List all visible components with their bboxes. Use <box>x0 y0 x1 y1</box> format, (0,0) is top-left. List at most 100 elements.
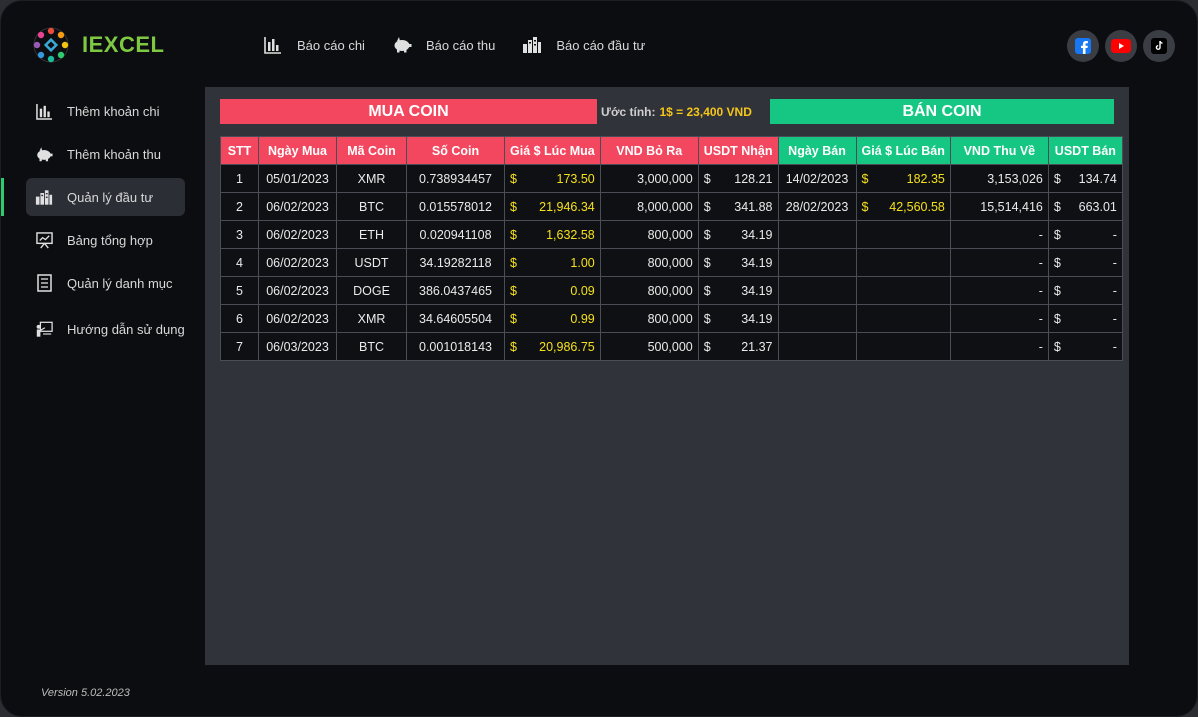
cell-stt[interactable]: 6 <box>220 304 259 333</box>
cell-amount[interactable]: 0.738934457 <box>406 164 505 193</box>
table-row[interactable]: 3 06/02/2023 ETH 0.020941108 $1,632.58 800,00… <box>220 220 1123 249</box>
cell-buy-date[interactable]: 06/02/2023 <box>258 276 337 305</box>
table-row[interactable]: 4 06/02/2023 USDT 34.19282118 $1.00 800,000 $3… <box>220 248 1123 277</box>
cell-vnd-in[interactable]: - <box>949 248 1049 277</box>
cell-sell-date[interactable]: 14/02/2023 <box>777 164 857 193</box>
cell-amount[interactable]: 0.020941108 <box>406 220 505 249</box>
cell-vnd-out[interactable]: 800,000 <box>599 248 699 277</box>
cell-coin[interactable]: BTC <box>336 332 407 361</box>
cell-stt[interactable]: 2 <box>220 192 259 221</box>
cell-amount[interactable]: 34.64605504 <box>406 304 505 333</box>
cell-usdt-in[interactable]: $34.19 <box>697 304 779 333</box>
youtube-button[interactable] <box>1105 30 1137 62</box>
cell-usdt-out[interactable]: $ - <box>1047 332 1123 361</box>
table-row[interactable]: 7 06/03/2023 BTC 0.001018143 $20,986.75 500,0… <box>220 332 1123 361</box>
cell-amount[interactable]: 34.19282118 <box>406 248 505 277</box>
sidebar-item-them-khoan-thu[interactable]: Thêm khoản thu <box>26 135 185 173</box>
table-row[interactable]: 2 06/02/2023 BTC 0.015578012 $21,946.34 8,000… <box>220 192 1123 221</box>
table-row[interactable]: 6 06/02/2023 XMR 34.64605504 $0.99 800,000 $34… <box>220 304 1123 333</box>
cell-sell-price[interactable] <box>855 248 951 277</box>
cell-buy-price[interactable]: $0.99 <box>504 304 601 333</box>
usdt-in-value: 34.19 <box>741 311 773 326</box>
cell-usdt-out[interactable]: $663.01 <box>1047 192 1123 221</box>
topnav-bao-cao-chi[interactable]: Báo cáo chi <box>263 35 365 55</box>
usdt-out-value: - <box>1112 339 1117 354</box>
cell-vnd-out[interactable]: 500,000 <box>599 332 699 361</box>
cell-stt[interactable]: 7 <box>220 332 259 361</box>
cell-coin[interactable]: DOGE <box>336 276 407 305</box>
cell-sell-date[interactable]: 28/02/2023 <box>777 192 857 221</box>
cell-buy-date[interactable]: 06/02/2023 <box>258 192 337 221</box>
cell-vnd-out[interactable]: 3,000,000 <box>599 164 699 193</box>
cell-sell-date[interactable] <box>777 276 857 305</box>
tiktok-button[interactable] <box>1143 30 1175 62</box>
cell-vnd-in[interactable]: 15,514,416 <box>949 192 1049 221</box>
topnav-bao-cao-dau-tu[interactable]: Báo cáo đầu tư <box>522 35 645 55</box>
cell-vnd-in[interactable]: 3,153,026 <box>949 164 1049 193</box>
cell-usdt-out[interactable]: $ - <box>1047 276 1123 305</box>
sidebar-item-quan-ly-danh-muc[interactable]: Quản lý danh mục <box>26 264 185 302</box>
cell-vnd-out[interactable]: 800,000 <box>599 276 699 305</box>
cell-vnd-in[interactable]: - <box>949 276 1049 305</box>
cell-usdt-out[interactable]: $ - <box>1047 248 1123 277</box>
cell-stt[interactable]: 4 <box>220 248 259 277</box>
facebook-button[interactable] <box>1067 30 1099 62</box>
cell-sell-date[interactable] <box>777 332 857 361</box>
cell-buy-date[interactable]: 05/01/2023 <box>258 164 337 193</box>
cell-sell-date[interactable] <box>777 220 857 249</box>
cell-amount[interactable]: 386.0437465 <box>406 276 505 305</box>
cell-usdt-in[interactable]: $34.19 <box>697 220 779 249</box>
cell-usdt-in[interactable]: $34.19 <box>697 248 779 277</box>
cell-buy-date[interactable]: 06/02/2023 <box>258 248 337 277</box>
sidebar-item-them-khoan-chi[interactable]: Thêm khoản chi <box>26 92 185 130</box>
cell-sell-price[interactable] <box>855 276 951 305</box>
cell-vnd-in[interactable]: - <box>949 304 1049 333</box>
cell-coin[interactable]: USDT <box>336 248 407 277</box>
cell-buy-price[interactable]: $173.50 <box>504 164 601 193</box>
cell-buy-price[interactable]: $21,946.34 <box>504 192 601 221</box>
cell-buy-date[interactable]: 06/02/2023 <box>258 304 337 333</box>
cell-sell-date[interactable] <box>777 304 857 333</box>
cell-buy-date[interactable]: 06/03/2023 <box>258 332 337 361</box>
cell-sell-price[interactable]: $42,560.58 <box>855 192 951 221</box>
cell-buy-price[interactable]: $20,986.75 <box>504 332 601 361</box>
sidebar-item-huong-dan-su-dung[interactable]: Hướng dẫn sử dụng <box>26 310 185 348</box>
cell-amount[interactable]: 0.015578012 <box>406 192 505 221</box>
cell-usdt-in[interactable]: $341.88 <box>697 192 779 221</box>
cell-buy-price[interactable]: $0.09 <box>504 276 601 305</box>
cell-usdt-out[interactable]: $ - <box>1047 220 1123 249</box>
cell-vnd-out[interactable]: 800,000 <box>599 220 699 249</box>
cell-stt[interactable]: 3 <box>220 220 259 249</box>
cell-coin[interactable]: BTC <box>336 192 407 221</box>
cell-stt[interactable]: 1 <box>220 164 259 193</box>
cell-usdt-in[interactable]: $128.21 <box>697 164 779 193</box>
sidebar-item-quan-ly-dau-tu[interactable]: Quản lý đầu tư <box>1 178 185 216</box>
cell-vnd-out[interactable]: 8,000,000 <box>599 192 699 221</box>
table-row[interactable]: 1 05/01/2023 XMR 0.738934457 $173.50 3,000,00… <box>220 164 1123 193</box>
cell-sell-price[interactable] <box>855 332 951 361</box>
cell-usdt-out[interactable]: $ - <box>1047 304 1123 333</box>
table-row[interactable]: 5 06/02/2023 DOGE 386.0437465 $0.09 800,000 $3… <box>220 276 1123 305</box>
cell-vnd-in[interactable]: - <box>949 220 1049 249</box>
cell-buy-price[interactable]: $1.00 <box>504 248 601 277</box>
sidebar-item-bang-tong-hop[interactable]: Bảng tổng hợp <box>26 221 185 259</box>
cell-usdt-out[interactable]: $134.74 <box>1047 164 1123 193</box>
cell-usdt-in[interactable]: $34.19 <box>697 276 779 305</box>
cell-vnd-in[interactable]: - <box>949 332 1049 361</box>
cell-stt[interactable]: 5 <box>220 276 259 305</box>
cell-sell-date[interactable] <box>777 248 857 277</box>
cell-sell-price[interactable]: $182.35 <box>855 164 951 193</box>
cell-vnd-out[interactable]: 800,000 <box>599 304 699 333</box>
cell-usdt-in[interactable]: $21.37 <box>697 332 779 361</box>
cell-buy-price[interactable]: $1,632.58 <box>504 220 601 249</box>
cell-buy-date[interactable]: 06/02/2023 <box>258 220 337 249</box>
topnav-bao-cao-thu[interactable]: Báo cáo thu <box>392 35 495 55</box>
cell-sell-price[interactable] <box>855 304 951 333</box>
cell-coin[interactable]: ETH <box>336 220 407 249</box>
exchange-rate-value: 1$ = 23,400 VND <box>659 104 752 119</box>
cell-coin[interactable]: XMR <box>336 164 407 193</box>
cell-amount[interactable]: 0.001018143 <box>406 332 505 361</box>
cell-sell-price[interactable] <box>855 220 951 249</box>
currency-symbol: $ <box>703 227 711 242</box>
cell-coin[interactable]: XMR <box>336 304 407 333</box>
